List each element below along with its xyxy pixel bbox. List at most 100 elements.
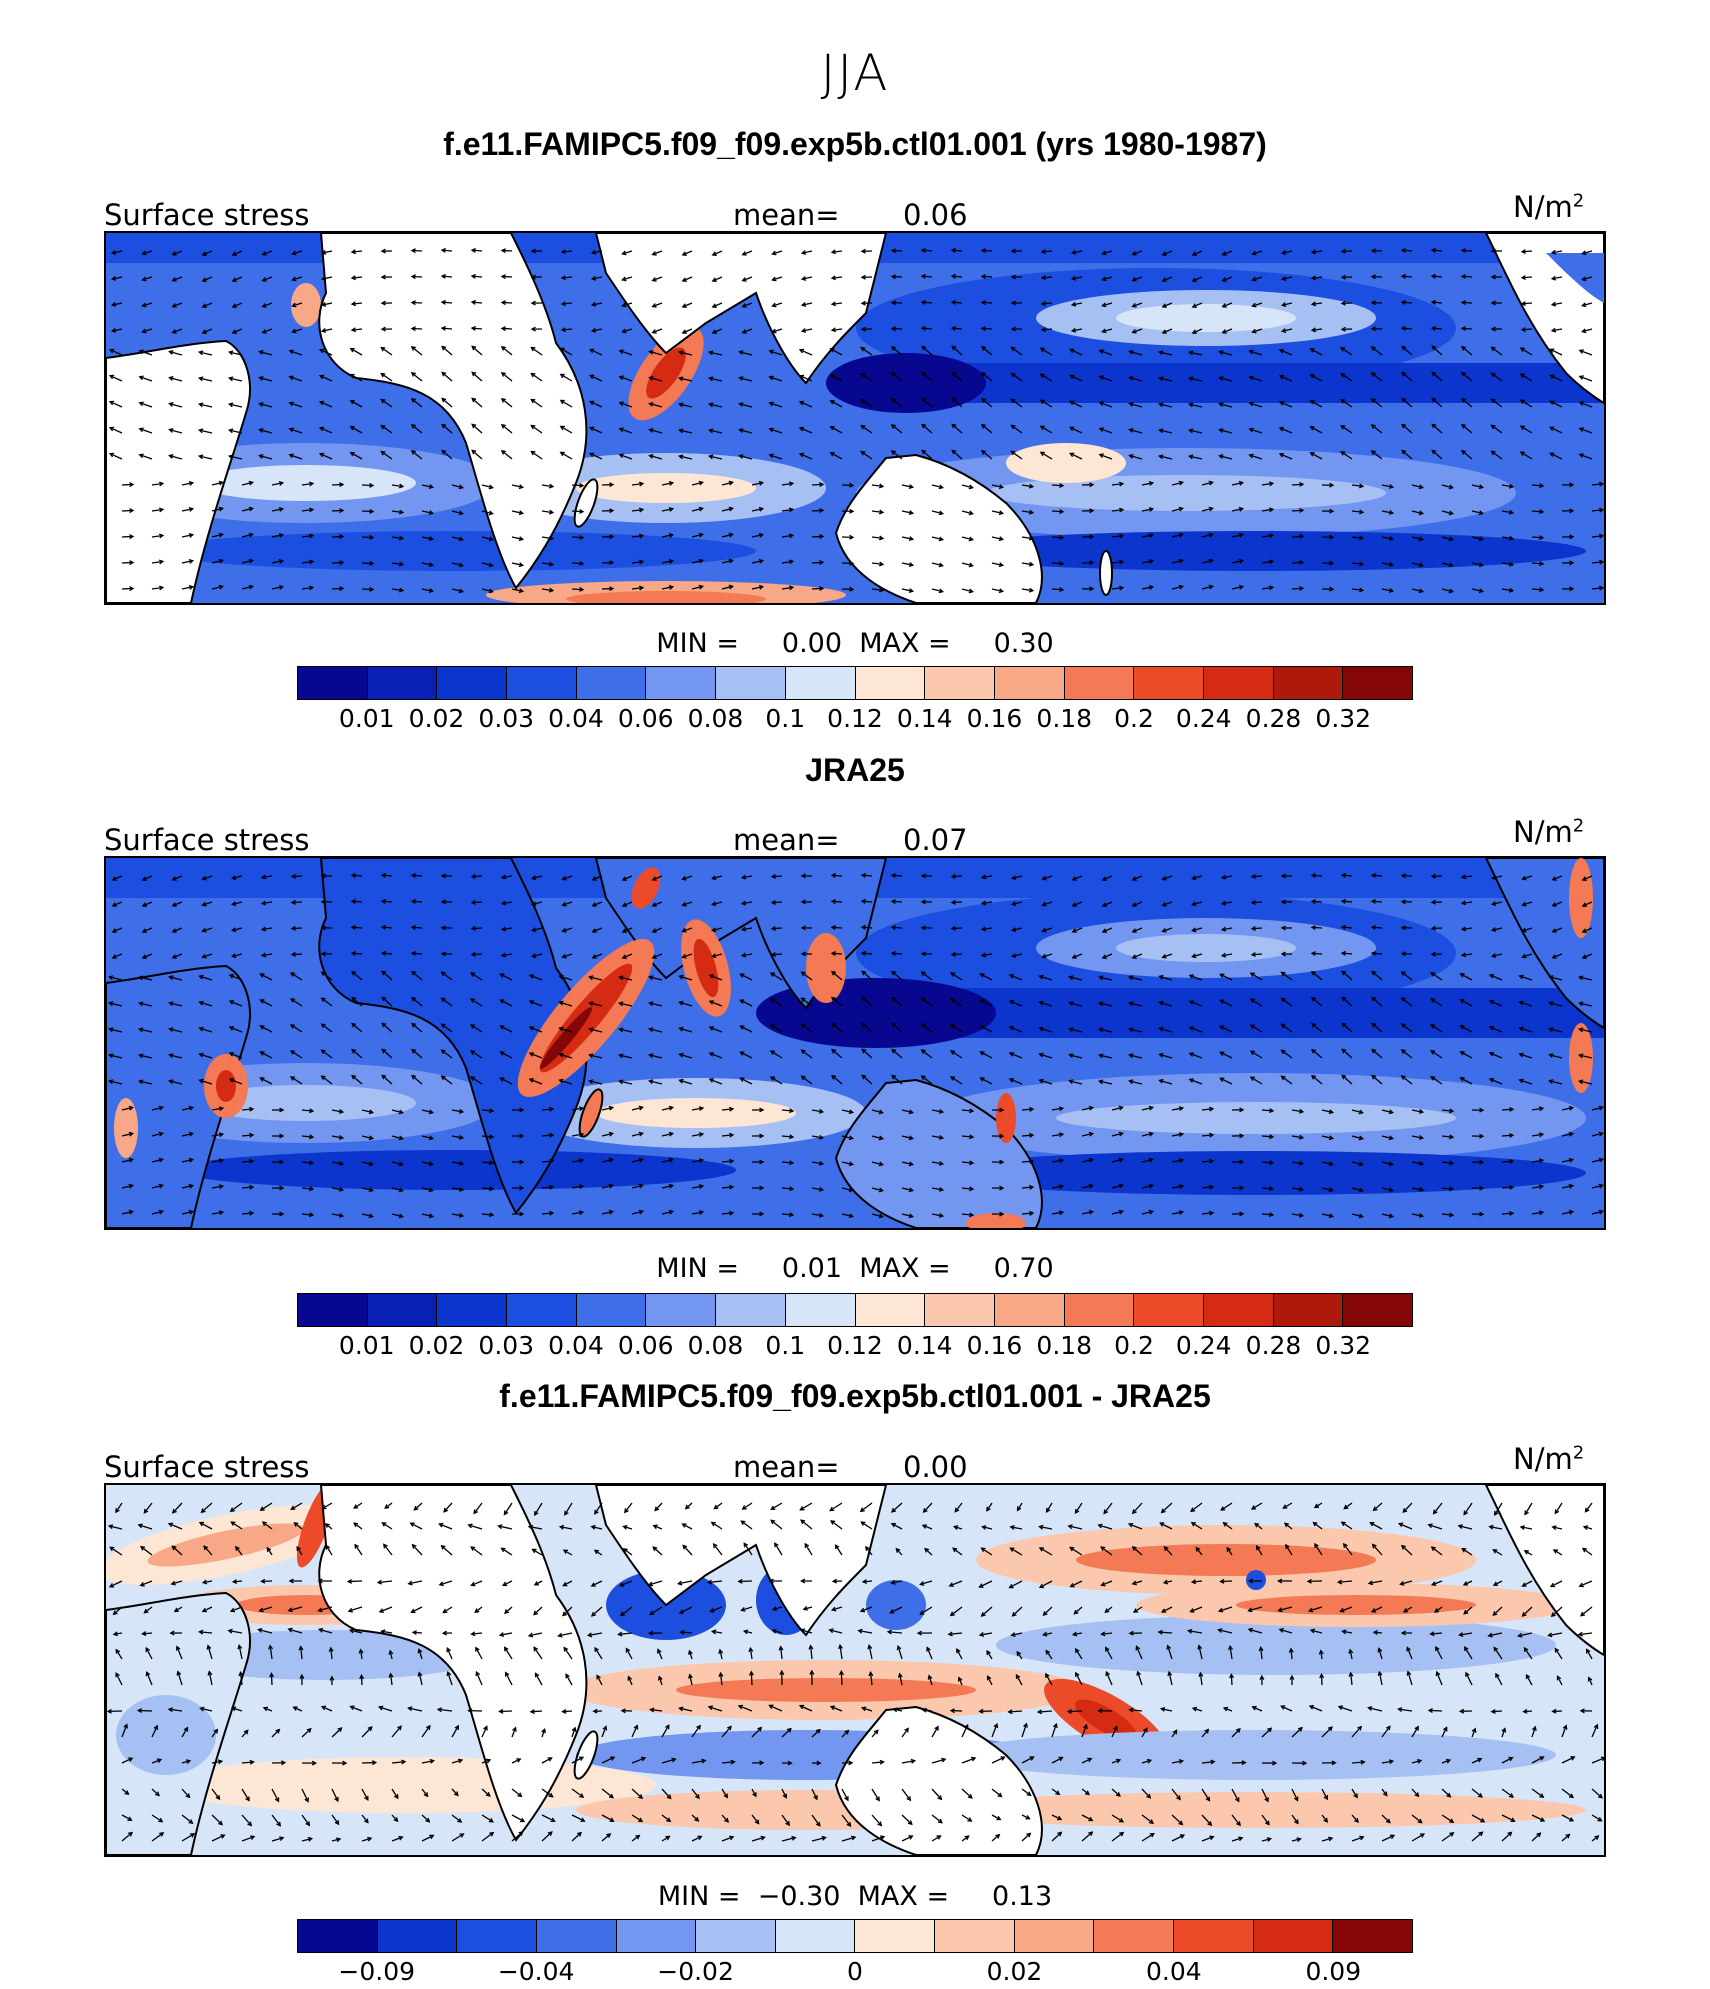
colorbar-swatch <box>716 1294 786 1326</box>
colorbar-swatch <box>1134 667 1204 699</box>
colorbar-tick-label: 0.2 <box>1114 704 1154 733</box>
colorbar-swatch <box>1014 1920 1095 1952</box>
panel-1-vector-arrows <box>108 247 1604 594</box>
colorbar-swatch <box>646 1294 717 1326</box>
colorbar-tick-label: 0.32 <box>1315 704 1372 733</box>
colorbar-tick-label: −0.04 <box>497 1957 575 1986</box>
panel-2-colorbar <box>297 1293 1413 1327</box>
colorbar-swatch <box>437 667 508 699</box>
colorbar-swatch <box>367 1294 438 1326</box>
colorbar-tick-label: 0.04 <box>548 1331 604 1360</box>
colorbar-tick-label: 0.24 <box>1175 704 1232 733</box>
colorbar-tick-label: 0.04 <box>548 704 604 733</box>
colorbar-swatch <box>1333 1920 1412 1952</box>
colorbar-tick-label: 0.03 <box>478 704 535 733</box>
panel-3-units: N/m2 <box>1513 1442 1585 1476</box>
colorbar-swatch <box>1203 1294 1274 1326</box>
panel-1-colorbar <box>297 666 1413 700</box>
panel-1-min-max: MIN = 0.00 MAX = 0.30 <box>656 628 1054 659</box>
colorbar-tick-label: 0.12 <box>827 1331 883 1360</box>
panel-3-min-max: MIN = −0.30 MAX = 0.13 <box>657 1881 1053 1912</box>
colorbar-tick-label: 0.09 <box>1305 1957 1362 1986</box>
colorbar-swatch <box>785 667 856 699</box>
colorbar-swatch <box>646 667 717 699</box>
colorbar-tick-label: 0.02 <box>408 1331 465 1360</box>
panel-2-vector-arrows <box>108 872 1604 1219</box>
colorbar-tick-label: 0.24 <box>1175 1331 1232 1360</box>
panel-3-mean-label: mean= <box>733 1450 840 1484</box>
colorbar-tick-label: 0.14 <box>896 704 953 733</box>
colorbar-swatch <box>616 1920 697 1952</box>
figure-title: JJA <box>820 44 890 102</box>
panel-2-mean-label: mean= <box>733 823 840 857</box>
colorbar-swatch <box>457 1920 537 1952</box>
colorbar-swatch <box>994 1294 1065 1326</box>
colorbar-swatch <box>507 1294 577 1326</box>
colorbar-tick-label: 0.28 <box>1245 704 1302 733</box>
colorbar-swatch <box>1273 667 1344 699</box>
panel-1-units: N/m2 <box>1513 190 1585 224</box>
colorbar-tick-label: 0.01 <box>338 704 395 733</box>
colorbar-tick-label: 0.03 <box>478 1331 535 1360</box>
panel-2-variable-label: Surface stress <box>104 823 310 857</box>
colorbar-tick-label: 0.18 <box>1036 1331 1093 1360</box>
colorbar-tick-label: 0.06 <box>617 704 674 733</box>
colorbar-swatch <box>507 667 577 699</box>
panel-1-title: f.e11.FAMIPC5.f09_f09.exp5b.ctl01.001 (y… <box>443 126 1267 162</box>
colorbar-tick-label: 0.01 <box>338 1331 395 1360</box>
colorbar-swatch <box>1174 1920 1254 1952</box>
colorbar-tick-label: 0.1 <box>765 704 806 733</box>
colorbar-tick-label: 0.14 <box>896 1331 953 1360</box>
colorbar-tick-label: 0.08 <box>687 704 744 733</box>
colorbar-swatch <box>1064 667 1135 699</box>
panel-2-map-svg <box>106 858 1604 1228</box>
colorbar-swatch <box>298 667 368 699</box>
colorbar-tick-label: 0.2 <box>1114 1331 1154 1360</box>
colorbar-swatch <box>785 1294 856 1326</box>
panel-3-title: f.e11.FAMIPC5.f09_f09.exp5b.ctl01.001 - … <box>499 1378 1211 1414</box>
colorbar-swatch <box>925 667 995 699</box>
colorbar-swatch <box>855 1294 926 1326</box>
colorbar-swatch <box>1343 1294 1412 1326</box>
colorbar-tick-label: 0.02 <box>986 1957 1043 1986</box>
panel-2-mean-value: 0.07 <box>903 823 968 857</box>
colorbar-swatch <box>298 1920 378 1952</box>
colorbar-swatch <box>536 1920 617 1952</box>
colorbar-swatch <box>298 1294 368 1326</box>
panel-2-colorbar-ticks: 0.01 0.02 0.03 0.04 0.06 0.08 0.1 0.12 0.14 0.16 0… <box>297 1331 1413 1361</box>
colorbar-swatch <box>1134 1294 1204 1326</box>
colorbar-tick-label: −0.02 <box>657 1957 734 1986</box>
colorbar-tick-label: 0.16 <box>966 704 1023 733</box>
colorbar-swatch <box>696 1920 776 1952</box>
colorbar-swatch <box>576 1294 647 1326</box>
colorbar-swatch <box>367 667 438 699</box>
colorbar-swatch <box>1273 1294 1344 1326</box>
colorbar-tick-label: 0.16 <box>966 1331 1023 1360</box>
panel-2-min-max: MIN = 0.01 MAX = 0.70 <box>656 1253 1054 1284</box>
colorbar-swatch <box>855 1920 936 1952</box>
panel-2-map <box>104 856 1606 1230</box>
colorbar-swatch <box>437 1294 508 1326</box>
colorbar-tick-label: −0.09 <box>338 1957 416 1986</box>
panel-3-colorbar-ticks: −0.09 −0.04 −0.02 0 0.02 0.04 0.09 <box>297 1957 1413 1987</box>
colorbar-tick-label: 0.32 <box>1315 1331 1372 1360</box>
colorbar-tick-label: 0.18 <box>1036 704 1093 733</box>
colorbar-tick-label: 0.02 <box>408 704 465 733</box>
colorbar-tick-label: 0.12 <box>827 704 883 733</box>
colorbar-swatch <box>1203 667 1274 699</box>
colorbar-swatch <box>775 1920 856 1952</box>
colorbar-swatch <box>377 1920 458 1952</box>
colorbar-swatch <box>935 1920 1015 1952</box>
colorbar-swatch <box>855 667 926 699</box>
panel-1-mean-value: 0.06 <box>903 198 968 232</box>
panel-3-vector-arrows <box>106 1502 1604 1843</box>
colorbar-swatch <box>1064 1294 1135 1326</box>
panel-3-map <box>104 1483 1606 1857</box>
panel-3-map-svg <box>106 1485 1604 1855</box>
panel-1-colorbar-ticks: 0.01 0.02 0.03 0.04 0.06 0.08 0.1 0.12 0.14 0.16 0… <box>297 704 1413 734</box>
colorbar-swatch <box>1094 1920 1175 1952</box>
colorbar-swatch <box>576 667 647 699</box>
panel-1-map <box>104 231 1606 605</box>
colorbar-swatch <box>716 667 786 699</box>
panel-3-colorbar <box>297 1919 1413 1953</box>
